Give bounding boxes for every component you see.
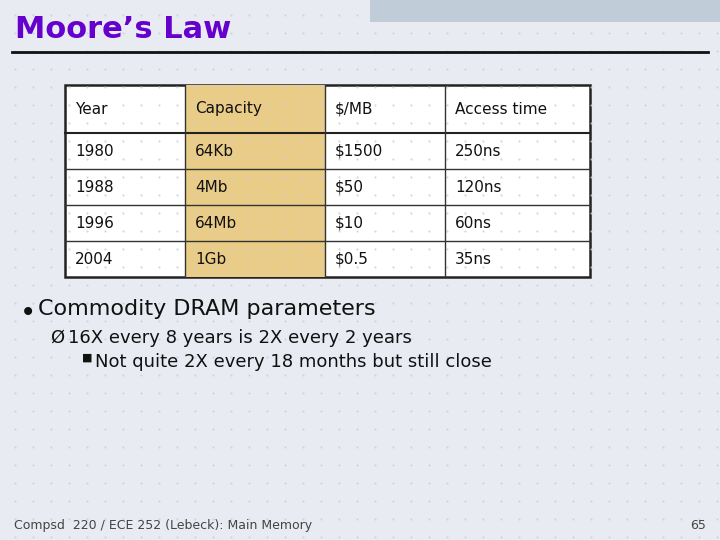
Text: 1Gb: 1Gb <box>195 252 226 267</box>
Text: 60ns: 60ns <box>455 215 492 231</box>
Text: $0.5: $0.5 <box>335 252 369 267</box>
Text: Moore’s Law: Moore’s Law <box>15 16 231 44</box>
Text: 65: 65 <box>690 519 706 532</box>
FancyBboxPatch shape <box>185 85 325 277</box>
Text: Commodity DRAM parameters: Commodity DRAM parameters <box>38 299 376 319</box>
Text: $/MB: $/MB <box>335 102 374 117</box>
Text: •: • <box>20 299 36 327</box>
Text: $50: $50 <box>335 179 364 194</box>
Text: 1988: 1988 <box>75 179 114 194</box>
Text: 64Kb: 64Kb <box>195 144 234 159</box>
Text: Ø: Ø <box>50 329 64 347</box>
Text: 35ns: 35ns <box>455 252 492 267</box>
Text: 4Mb: 4Mb <box>195 179 228 194</box>
Text: $10: $10 <box>335 215 364 231</box>
Text: 1996: 1996 <box>75 215 114 231</box>
Text: 16X every 8 years is 2X every 2 years: 16X every 8 years is 2X every 2 years <box>68 329 412 347</box>
Text: 250ns: 250ns <box>455 144 502 159</box>
Text: 1980: 1980 <box>75 144 114 159</box>
Text: Year: Year <box>75 102 107 117</box>
Text: 2004: 2004 <box>75 252 114 267</box>
Text: ■: ■ <box>82 353 92 363</box>
Text: Compsd  220 / ECE 252 (Lebeck): Main Memory: Compsd 220 / ECE 252 (Lebeck): Main Memo… <box>14 519 312 532</box>
FancyBboxPatch shape <box>65 85 590 277</box>
Text: Access time: Access time <box>455 102 547 117</box>
FancyBboxPatch shape <box>370 0 720 22</box>
Text: Capacity: Capacity <box>195 102 262 117</box>
Text: $1500: $1500 <box>335 144 383 159</box>
Text: 120ns: 120ns <box>455 179 502 194</box>
Text: Not quite 2X every 18 months but still close: Not quite 2X every 18 months but still c… <box>95 353 492 371</box>
Text: 64Mb: 64Mb <box>195 215 238 231</box>
